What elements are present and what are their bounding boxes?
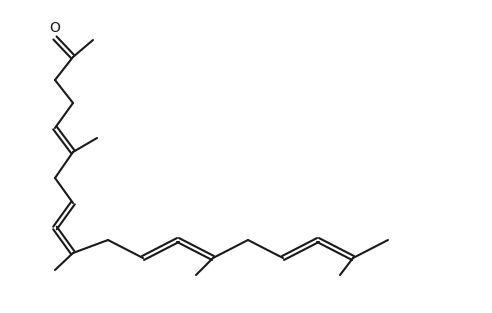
Text: O: O: [50, 21, 61, 35]
